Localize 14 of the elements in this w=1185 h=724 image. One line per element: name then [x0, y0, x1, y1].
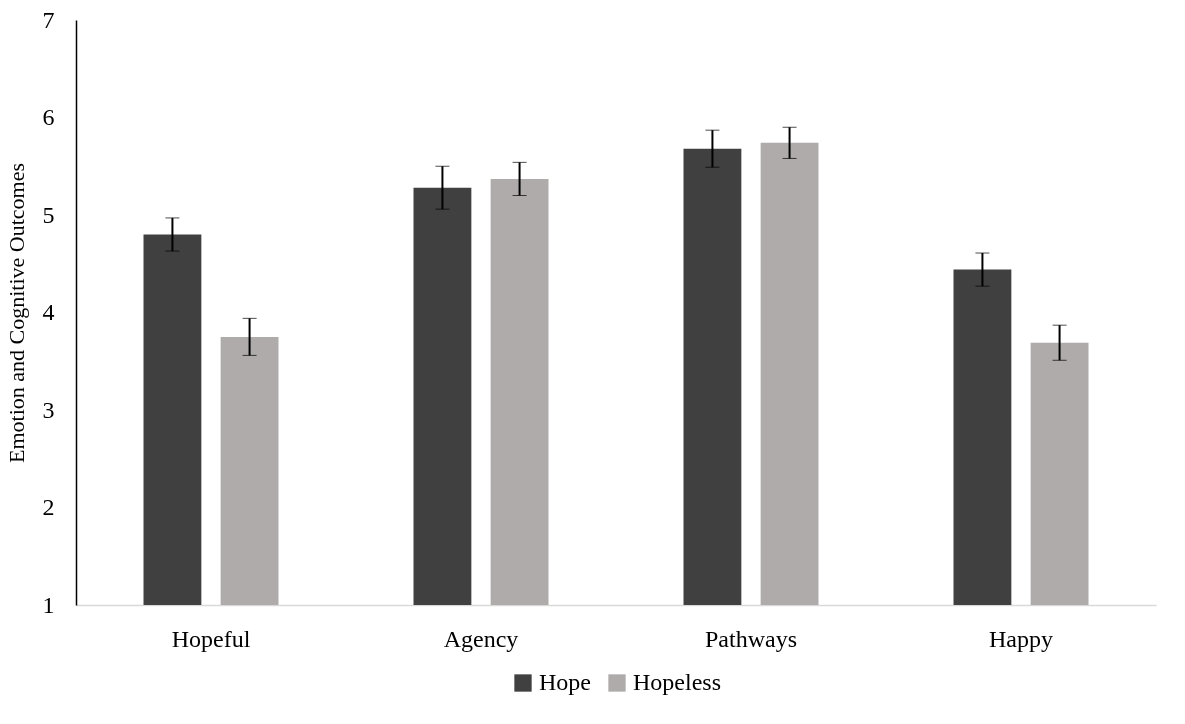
y-tick-label: 6: [42, 104, 55, 130]
y-tick-label: 4: [42, 299, 55, 325]
y-axis-title: Emotion and Cognitive Outcomes: [3, 162, 29, 464]
y-tick-label: 3: [42, 396, 55, 423]
x-tick-label: Pathways: [705, 625, 797, 652]
y-tick-label: 5: [42, 201, 55, 228]
legend-label: Hope: [539, 669, 591, 695]
legend-label: Hopeless: [633, 669, 721, 695]
y-tick-label: 1: [42, 591, 55, 618]
x-tick-label: Hopeful: [171, 625, 251, 652]
y-tick-label: 7: [42, 6, 55, 33]
y-tick-label: 2: [42, 494, 55, 520]
x-tick-label: Happy: [989, 625, 1053, 652]
x-tick-label: Agency: [443, 625, 519, 652]
